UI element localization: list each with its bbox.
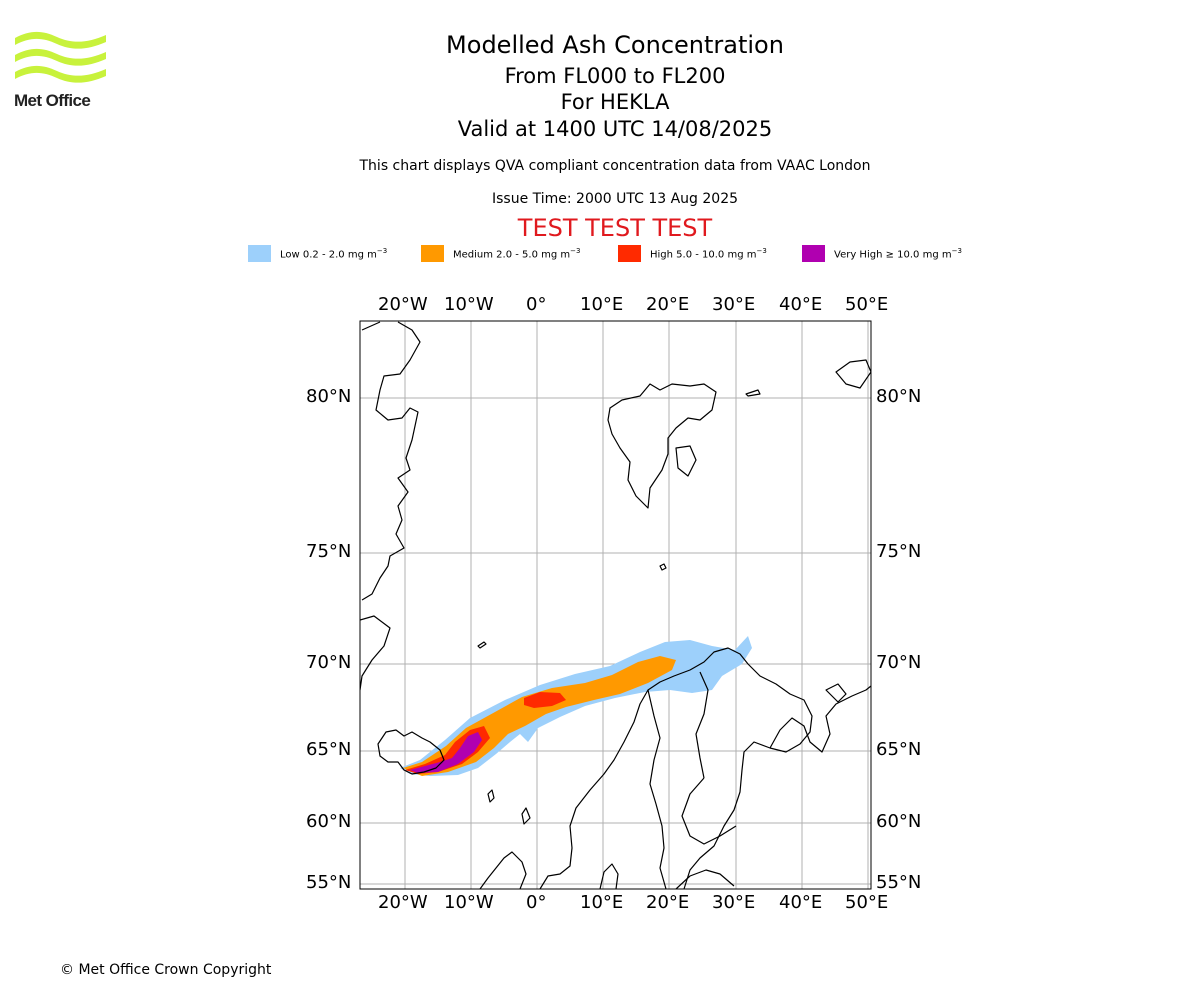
met-office-logo-text: Met Office (14, 91, 91, 110)
lat-tick-right-55n: 55°N (876, 872, 922, 893)
coastline-nordaustlandet (675, 445, 697, 477)
lon-tick-top-10e: 10°E (580, 294, 624, 315)
lon-tick-bottom-10w: 10°W (444, 892, 494, 913)
lon-tick-bottom-50e: 50°E (845, 892, 889, 913)
coastline-bear-island (659, 563, 667, 571)
test-banner: TEST TEST TEST (517, 214, 713, 242)
coastline-scandinavia (539, 647, 813, 889)
chart-title: Modelled Ash Concentration (446, 31, 784, 59)
coastline-greenland (360, 321, 421, 691)
coastline-franz-josef (835, 359, 871, 389)
coastline-white-sea (769, 685, 871, 753)
lon-tick-bottom-20w: 20°W (378, 892, 428, 913)
lat-tick-left-55n: 55°N (306, 872, 352, 893)
lon-tick-bottom-0: 0° (526, 892, 547, 913)
lat-tick-right-65n: 65°N (876, 739, 922, 760)
lon-tick-bottom-10e: 10°E (580, 892, 624, 913)
coastline-scotland (479, 851, 527, 889)
lon-tick-top-0: 0° (526, 294, 547, 315)
met-office-waves-icon (15, 31, 106, 83)
flight-level-range: From FL000 to FL200 (504, 64, 726, 88)
legend-label-medium: Medium 2.0 - 5.0 mg m−3 (453, 247, 581, 261)
graticule (360, 321, 871, 889)
copyright-notice: © Met Office Crown Copyright (60, 962, 272, 978)
lon-tick-top-10w: 10°W (444, 294, 494, 315)
border-norway-sweden (647, 689, 667, 889)
lat-tick-left-70n: 70°N (306, 652, 352, 673)
lon-tick-top-30e: 30°E (712, 294, 756, 315)
border-sweden-finland (695, 671, 709, 779)
coastline-kanin (825, 683, 847, 703)
coastline-denmark (599, 863, 619, 889)
met-office-logo: Met Office (14, 30, 109, 112)
coastline-jan-mayen (477, 641, 487, 649)
coastline-iceland (377, 729, 445, 775)
coastline-faroe (487, 789, 495, 803)
lon-tick-bottom-40e: 40°E (779, 892, 823, 913)
lon-tick-top-20e: 20°E (646, 294, 690, 315)
legend-swatch-very-high (802, 245, 825, 262)
legend-label-very-high: Very High ≥ 10.0 mg m−3 (834, 247, 962, 261)
lat-tick-left-60n: 60°N (306, 811, 352, 832)
lat-tick-left-75n: 75°N (306, 541, 352, 562)
lat-tick-right-80n: 80°N (876, 386, 922, 407)
ash-very-high-region (410, 732, 482, 773)
legend-label-low: Low 0.2 - 2.0 mg m−3 (280, 247, 388, 261)
issue-time: Issue Time: 2000 UTC 13 Aug 2025 (491, 191, 739, 207)
lat-tick-left-80n: 80°N (306, 386, 352, 407)
coastline-svalbard (607, 383, 717, 509)
lon-tick-bottom-20e: 20°E (646, 892, 690, 913)
lon-tick-top-50e: 50°E (845, 294, 889, 315)
coastline-gulf-bothnia (681, 777, 737, 845)
coastline-kvitoya (745, 389, 761, 397)
lon-tick-bottom-30e: 30°E (712, 892, 756, 913)
coastline-baltic (675, 869, 735, 889)
concentration-legend: Low 0.2 - 2.0 mg m−3 Medium 2.0 - 5.0 mg… (0, 244, 1200, 264)
legend-swatch-high (618, 245, 641, 262)
lon-tick-top-40e: 40°E (779, 294, 823, 315)
coastlines (360, 321, 871, 889)
map-frame (359, 320, 872, 890)
lat-tick-right-60n: 60°N (876, 811, 922, 832)
lat-tick-left-65n: 65°N (306, 739, 352, 760)
volcano-name: For HEKLA (560, 90, 670, 114)
legend-label-high: High 5.0 - 10.0 mg m−3 (650, 247, 767, 261)
coastline-shetland (521, 807, 531, 825)
legend-swatch-low (248, 245, 271, 262)
ash-high-region-2 (524, 692, 566, 708)
lat-tick-right-70n: 70°N (876, 652, 922, 673)
lat-tick-right-75n: 75°N (876, 541, 922, 562)
valid-time: Valid at 1400 UTC 14/08/2025 (457, 117, 773, 141)
lon-tick-top-20w: 20°W (378, 294, 428, 315)
legend-swatch-medium (421, 245, 444, 262)
qva-note: This chart displays QVA compliant concen… (359, 158, 871, 174)
